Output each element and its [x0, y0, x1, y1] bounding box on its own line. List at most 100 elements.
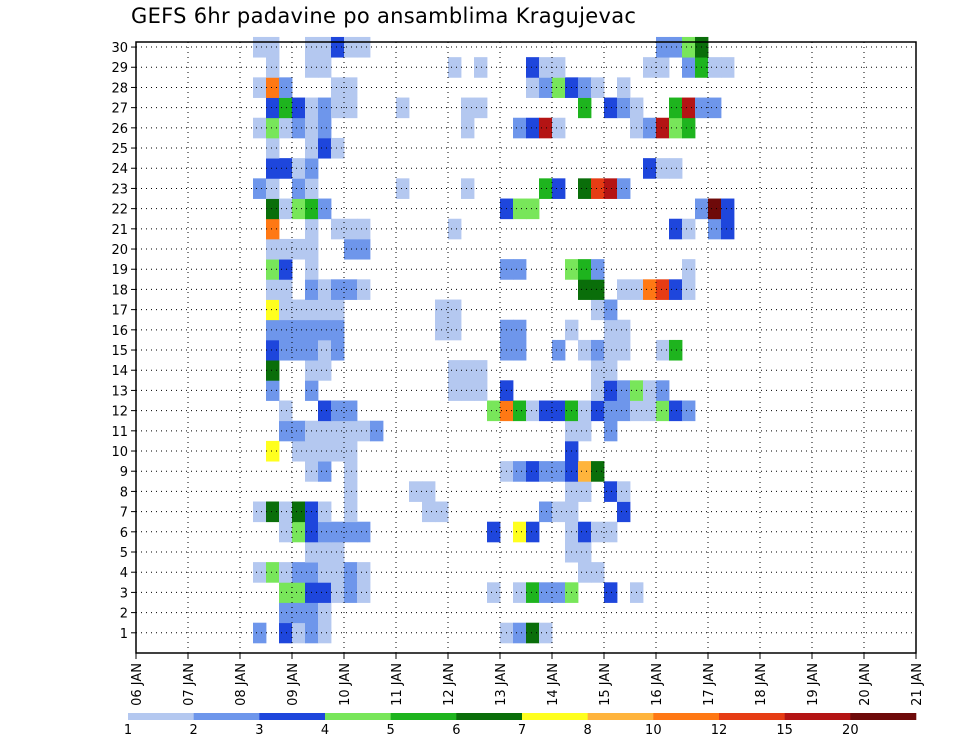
- legend-swatch: [653, 713, 720, 720]
- heatmap-cell: [578, 461, 592, 482]
- legend-label: 8: [584, 723, 592, 738]
- heatmap-cell: [578, 97, 592, 119]
- heatmap-cell: [318, 36, 332, 58]
- heatmap-cell: [474, 360, 488, 381]
- heatmap-cell: [357, 562, 371, 583]
- heatmap-cell: [266, 360, 280, 381]
- heatmap-cell: [448, 380, 462, 401]
- heatmap-cell: [357, 238, 371, 260]
- heatmap-cell: [331, 137, 345, 159]
- heatmap-cell: [682, 57, 696, 78]
- heatmap-cell: [266, 97, 280, 119]
- heatmap-cell: [318, 440, 332, 462]
- heatmap-cell: [266, 319, 280, 341]
- heatmap-cell: [591, 400, 605, 422]
- heatmap-cell: [318, 501, 332, 523]
- heatmap-cell: [331, 420, 345, 442]
- plot-frame: [135, 41, 917, 654]
- heatmap-cell: [539, 582, 553, 603]
- heatmap-cell: [279, 238, 293, 260]
- heatmap-cell: [357, 582, 371, 603]
- heatmap-cell: [331, 562, 345, 583]
- heatmap-cell: [617, 380, 631, 401]
- legend-swatch: [522, 713, 588, 720]
- heatmap-cell: [591, 339, 605, 361]
- heatmap-cell: [448, 57, 462, 78]
- heatmap-cell: [266, 279, 280, 300]
- y-tick-label: 12: [111, 405, 128, 420]
- heatmap-cell: [682, 117, 696, 139]
- heatmap-cell: [344, 77, 358, 98]
- heatmap-cell: [266, 562, 280, 583]
- heatmap-cell: [344, 501, 358, 523]
- heatmap-cell: [253, 36, 267, 58]
- heatmap-cell: [279, 97, 293, 119]
- heatmap-cell: [721, 57, 735, 78]
- heatmap-cell: [552, 339, 566, 361]
- heatmap-cell: [318, 198, 332, 220]
- heatmap-cell: [474, 380, 488, 401]
- heatmap-cell: [539, 77, 553, 98]
- heatmap-cell: [487, 400, 501, 422]
- heatmap-cell: [318, 622, 332, 644]
- heatmap-cell: [578, 259, 592, 280]
- legend-label: 6: [452, 723, 460, 738]
- heatmap-cell: [617, 400, 631, 422]
- y-tick-label: 4: [120, 566, 128, 581]
- y-tick-label: 10: [111, 445, 128, 460]
- y-tick-label: 18: [111, 283, 128, 298]
- x-tick-label: 13 JAN: [494, 663, 509, 706]
- x-tick-label: 14 JAN: [546, 663, 561, 706]
- legend-label: 1: [124, 723, 132, 738]
- y-tick-label: 15: [111, 344, 128, 359]
- heatmap-cell: [721, 218, 735, 240]
- heatmap-cell: [669, 97, 683, 119]
- heatmap-cell: [604, 319, 618, 341]
- heatmap-cell: [682, 259, 696, 280]
- heatmap-cell: [448, 218, 462, 240]
- heatmap-cell: [604, 400, 618, 422]
- y-tick-label: 7: [120, 506, 128, 521]
- heatmap-cell: [604, 339, 618, 361]
- heatmap-cell: [539, 622, 553, 644]
- heatmap-cell: [448, 360, 462, 381]
- y-tick-label: 28: [111, 81, 128, 96]
- heatmap-cell: [513, 319, 527, 341]
- heatmap-cell: [344, 481, 358, 502]
- heatmap-cell: [344, 461, 358, 482]
- legend-label: 5: [387, 723, 395, 738]
- heatmap-cell: [552, 178, 566, 199]
- heatmap-cell: [266, 380, 280, 401]
- y-tick-label: 17: [111, 304, 128, 319]
- heatmap-cell: [331, 319, 345, 341]
- heatmap-cell: [279, 622, 293, 644]
- heatmap-cell: [279, 198, 293, 220]
- heatmap-cell: [331, 299, 345, 321]
- y-tick-label: 19: [111, 263, 128, 278]
- heatmap-cell: [461, 117, 475, 139]
- chart-grid: [136, 42, 916, 653]
- heatmap-cell: [539, 400, 553, 422]
- heatmap-cell: [344, 97, 358, 119]
- heatmap-cell: [292, 562, 306, 583]
- heatmap-cell: [669, 117, 683, 139]
- heatmap-cell: [292, 420, 306, 442]
- heatmap-cell: [344, 562, 358, 583]
- legend-swatch: [850, 713, 917, 720]
- heatmap-cell: [318, 360, 332, 381]
- heatmap-cell: [292, 440, 306, 462]
- heatmap-cell: [318, 562, 332, 583]
- y-tick-label: 27: [111, 102, 128, 117]
- heatmap-cell: [487, 521, 501, 543]
- y-tick-label: 6: [120, 526, 128, 541]
- heatmap-cell: [253, 178, 267, 199]
- heatmap-cell: [513, 400, 527, 422]
- heatmap-cell: [266, 238, 280, 260]
- heatmap-cell: [656, 279, 670, 300]
- heatmap-cell: [344, 440, 358, 462]
- heatmap-cell: [474, 57, 488, 78]
- heatmap-cell: [344, 218, 358, 240]
- heatmap-cell: [669, 279, 683, 300]
- heatmap-cell: [279, 279, 293, 300]
- heatmap-cell: [344, 279, 358, 300]
